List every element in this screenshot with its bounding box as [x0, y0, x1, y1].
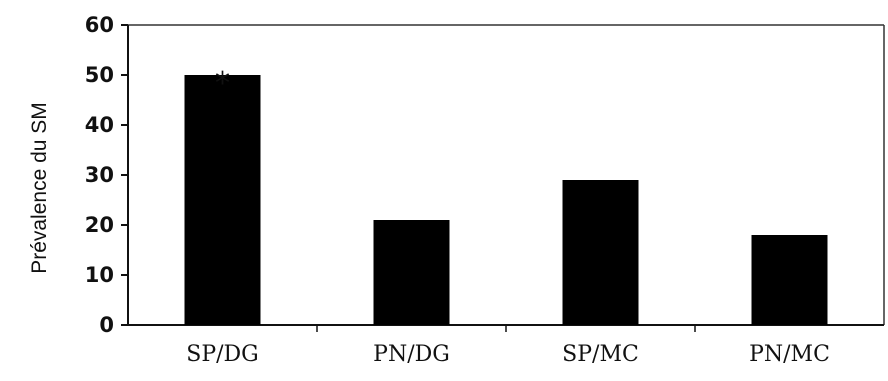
x-tick-label: PN/MC	[749, 342, 830, 367]
x-tick-label: PN/DG	[373, 342, 450, 367]
y-tick-label: 60	[85, 13, 114, 37]
bars	[184, 75, 828, 325]
annotations: *	[215, 66, 230, 101]
y-tick-label: 20	[85, 213, 114, 237]
x-axis: SP/DG PN/DG SP/MC PN/MC	[128, 324, 884, 367]
plot-frame	[128, 24, 885, 325]
y-tick-label: 40	[85, 113, 114, 137]
y-tick-label: 10	[85, 263, 114, 287]
y-tick-label: 30	[85, 163, 114, 187]
bar-sp-mc	[562, 180, 639, 325]
x-tick-label: SP/DG	[186, 342, 259, 367]
y-axis-label: Prévalence du SM	[28, 102, 51, 274]
y-tick-label: 0	[99, 313, 114, 337]
bar-pn-mc	[751, 235, 828, 325]
bar-sp-dg	[184, 75, 261, 325]
bar-pn-dg	[373, 220, 450, 325]
x-tick-label: SP/MC	[562, 342, 639, 367]
y-axis: 0 10 20 30 40 50 60	[85, 13, 129, 337]
y-tick-label: 50	[85, 63, 114, 87]
significance-asterisk: *	[215, 66, 230, 101]
